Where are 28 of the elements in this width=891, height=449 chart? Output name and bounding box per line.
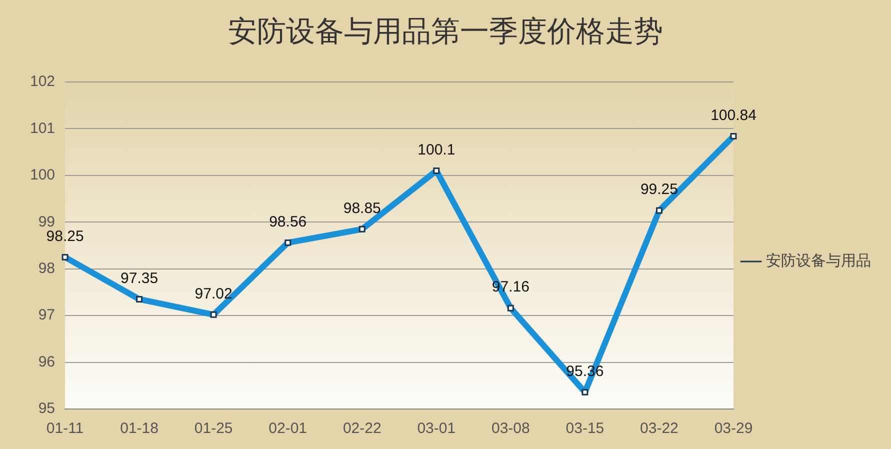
y-tick-label: 97 (38, 306, 56, 324)
x-tick-label: 02-22 (342, 420, 382, 438)
x-tick-label: 03-08 (491, 420, 530, 438)
data-label: 98.56 (269, 213, 307, 230)
x-tick-label: 03-29 (714, 420, 753, 438)
data-label: 100.84 (710, 106, 756, 124)
y-tick-label: 100 (30, 166, 56, 184)
data-label: 97.35 (120, 270, 158, 287)
data-label: 100.1 (418, 141, 456, 158)
x-tick-label: 01-25 (194, 420, 233, 438)
y-tick-label: 98 (38, 260, 56, 277)
data-label: 98.85 (343, 200, 381, 217)
x-tick-label: 02-01 (268, 420, 308, 438)
x-tick-label: 03-22 (640, 420, 678, 438)
y-tick-label: 96 (38, 353, 56, 370)
y-tick-label: 101 (30, 120, 56, 137)
chart-title: 安防设备与用品第一季度价格走势 (227, 13, 664, 50)
y-tick-label: 95 (38, 400, 56, 418)
legend-label: 安防设备与用品 (766, 251, 871, 270)
data-label: 98.25 (46, 228, 84, 245)
x-tick-label: 03-15 (566, 420, 604, 438)
y-tick-label: 99 (38, 213, 56, 230)
y-tick-label: 102 (30, 73, 56, 90)
x-tick-label: 01-11 (46, 420, 84, 438)
data-label: 97.02 (194, 285, 232, 302)
x-tick-label: 01-18 (120, 420, 158, 438)
data-label: 99.25 (640, 181, 678, 198)
x-tick-label: 03-01 (417, 420, 456, 438)
